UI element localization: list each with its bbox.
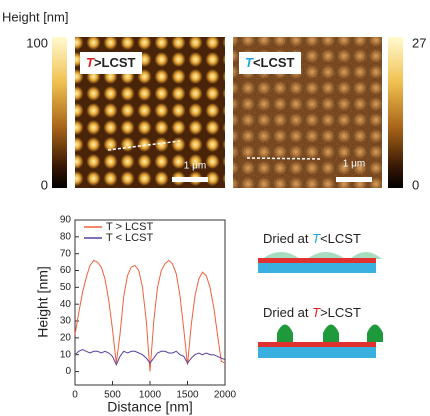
x-tick-label: 1500 <box>176 390 199 401</box>
suffix: >LCST <box>320 305 361 320</box>
y-tick-label: 20 <box>60 332 72 343</box>
substrate <box>258 347 376 358</box>
y-tick-label: 0 <box>65 366 71 377</box>
x-tick-label: 1000 <box>139 390 162 401</box>
prefix: Dried at <box>263 305 312 320</box>
x-tick-label: 500 <box>104 390 121 401</box>
prefix: Dried at <box>263 231 312 246</box>
y-tick-label: 70 <box>60 248 72 259</box>
condition: >LCST <box>94 55 136 70</box>
colorbar <box>388 37 403 188</box>
substrate-layer <box>258 258 376 263</box>
scale-bar <box>172 177 208 182</box>
scale-bar-label: 1 μm <box>184 161 206 172</box>
colorbar-max: 100 <box>26 35 48 50</box>
series-line <box>75 350 225 365</box>
page: {"colorbar_label": "Height [nm]", "left_… <box>0 0 430 416</box>
x-axis-title: Distance [nm] <box>107 399 193 415</box>
y-axis-title: Height [nm] <box>35 266 51 338</box>
colorbar-max: 27 <box>412 35 426 50</box>
legend-label: T < LCST <box>106 232 153 244</box>
substrate-layer <box>258 342 376 347</box>
scale-bar <box>336 177 372 182</box>
y-tick-label: 50 <box>60 282 72 293</box>
colorbar <box>52 37 67 188</box>
x-tick-label: 2000 <box>214 390 237 401</box>
colorbar-min: 0 <box>41 177 48 192</box>
colorbar-min: 0 <box>412 177 419 192</box>
figure: Height [nm] 100 0 T>LCST 1 μm T<LCST 1 μ… <box>0 0 430 416</box>
plot-frame <box>75 220 225 385</box>
panel-label: T>LCST <box>86 55 136 70</box>
y-tick-label: 60 <box>60 265 72 276</box>
substrate <box>258 263 376 273</box>
x-tick-label: 0 <box>72 390 78 401</box>
y-tick-label: 30 <box>60 316 72 327</box>
y-tick-label: 90 <box>60 215 72 226</box>
collapsed-dots <box>277 325 383 343</box>
schematic-label: Dried at T>LCST <box>263 305 361 320</box>
suffix: <LCST <box>320 231 361 246</box>
swollen-dots <box>262 252 382 259</box>
scale-bar-label: 1 μm <box>343 159 365 170</box>
colorbar-label: Height [nm] <box>2 9 68 24</box>
y-tick-label: 80 <box>60 231 72 242</box>
schematic-label: Dried at T<LCST <box>263 231 361 246</box>
y-tick-label: 40 <box>60 299 72 310</box>
panel-label: T<LCST <box>245 55 295 70</box>
y-tick-label: 10 <box>60 349 72 360</box>
condition: <LCST <box>253 55 295 70</box>
